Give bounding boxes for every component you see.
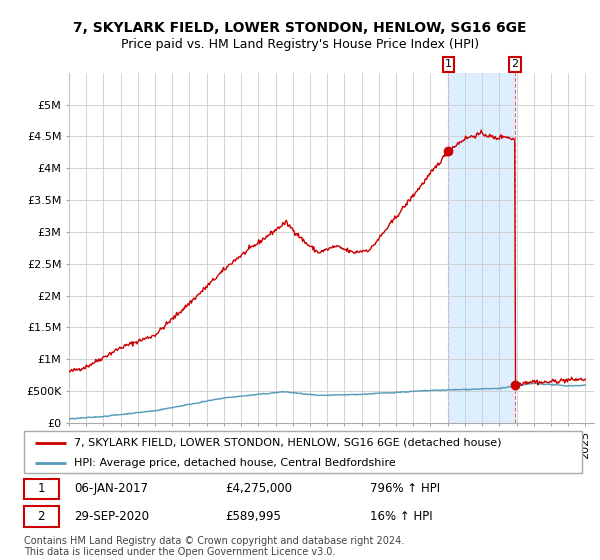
Text: £589,995: £589,995 [225,510,281,523]
Text: 2: 2 [512,59,519,69]
Text: 29-SEP-2020: 29-SEP-2020 [74,510,149,523]
Text: 2: 2 [38,510,45,523]
Text: Price paid vs. HM Land Registry's House Price Index (HPI): Price paid vs. HM Land Registry's House … [121,38,479,51]
Text: 1: 1 [445,59,452,69]
Text: 796% ↑ HPI: 796% ↑ HPI [370,482,440,495]
Text: 7, SKYLARK FIELD, LOWER STONDON, HENLOW, SG16 6GE (detached house): 7, SKYLARK FIELD, LOWER STONDON, HENLOW,… [74,438,502,448]
Bar [448,73,515,423]
FancyBboxPatch shape [24,431,582,473]
Text: 16% ↑ HPI: 16% ↑ HPI [370,510,433,523]
FancyBboxPatch shape [24,506,59,526]
Text: HPI: Average price, detached house, Central Bedfordshire: HPI: Average price, detached house, Cent… [74,458,396,468]
Text: 1: 1 [38,482,45,495]
FancyBboxPatch shape [24,479,59,499]
Text: Contains HM Land Registry data © Crown copyright and database right 2024.
This d: Contains HM Land Registry data © Crown c… [24,535,404,557]
Text: 7, SKYLARK FIELD, LOWER STONDON, HENLOW, SG16 6GE: 7, SKYLARK FIELD, LOWER STONDON, HENLOW,… [73,21,527,35]
Text: 06-JAN-2017: 06-JAN-2017 [74,482,148,495]
Text: £4,275,000: £4,275,000 [225,482,292,495]
